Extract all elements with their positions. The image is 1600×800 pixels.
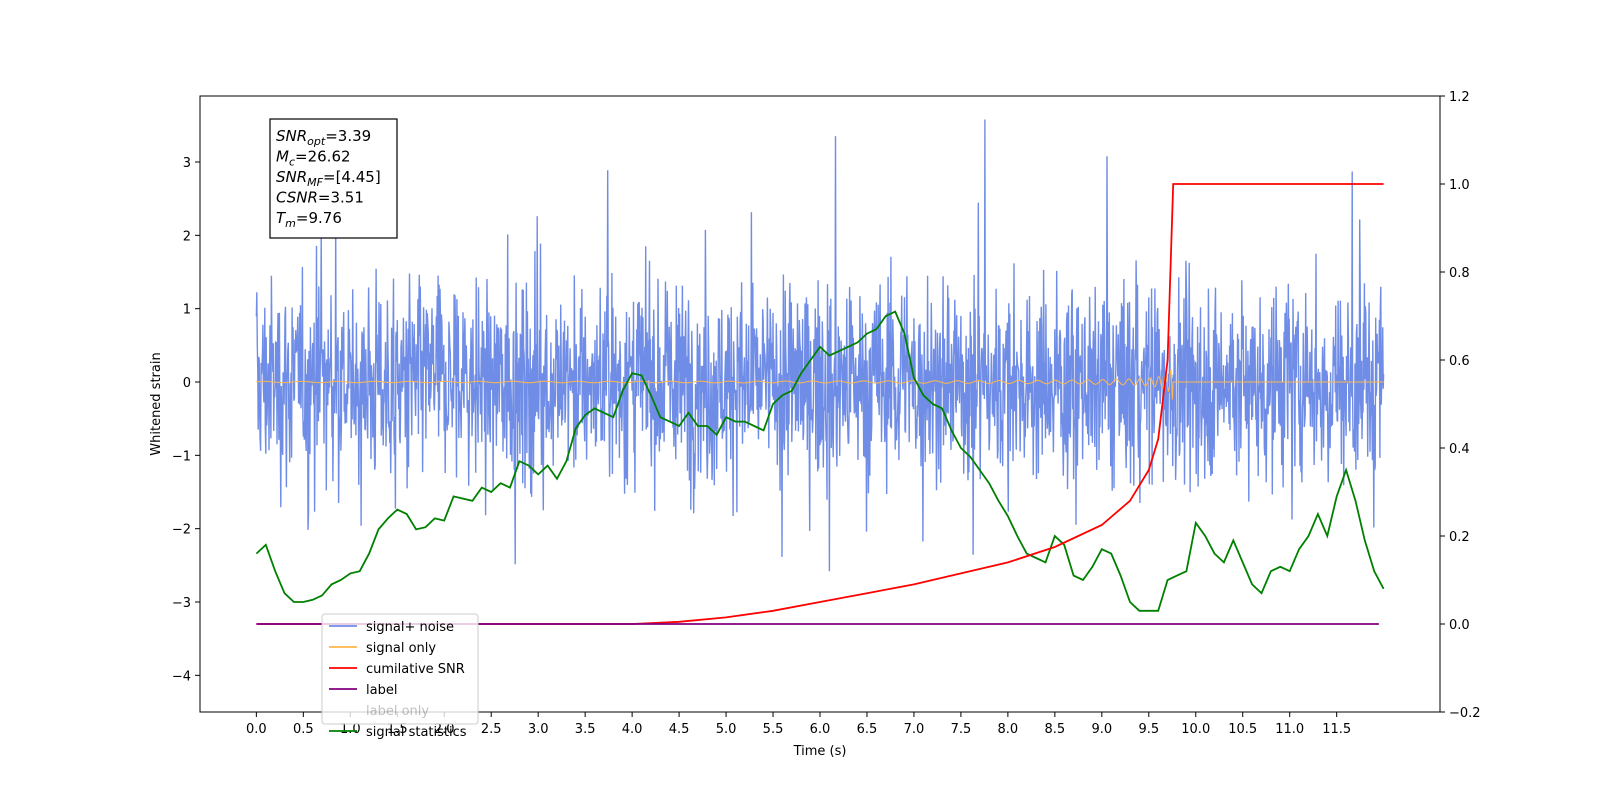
x-tick-label: 6.5 <box>857 722 878 737</box>
legend-entry-label: signal+ noise <box>366 620 454 635</box>
x-tick-label: 4.0 <box>622 722 643 737</box>
signal-statistics-line <box>255 310 1385 612</box>
y-right-tick-label: 0.6 <box>1449 354 1470 369</box>
x-tick-label: 2.0 <box>434 722 455 737</box>
cumulative-snr-series <box>256 183 1384 625</box>
x-tick-label: 4.5 <box>669 722 690 737</box>
signal-only-line <box>256 369 1384 400</box>
x-tick-label: 8.5 <box>1045 722 1066 737</box>
y-tick-label: 0 <box>183 376 191 391</box>
y-tick-label: −4 <box>172 669 191 684</box>
x-tick-label: 11.0 <box>1275 722 1304 737</box>
y-right-tick-label: 0.2 <box>1449 530 1470 545</box>
signal-only-series <box>256 369 1384 400</box>
y-right-tick-label: 1.0 <box>1449 178 1470 193</box>
y-tick-label: −3 <box>172 596 191 611</box>
x-tick-label: 10.0 <box>1181 722 1210 737</box>
x-tick-label: 8.0 <box>998 722 1019 737</box>
legend-entry-label: signal statistics <box>366 725 467 740</box>
x-tick-label: 1.0 <box>340 722 361 737</box>
x-tick-label: 7.0 <box>904 722 925 737</box>
x-tick-label: 3.5 <box>575 722 596 737</box>
x-tick-label: 5.5 <box>763 722 784 737</box>
legend-entry-label: label only <box>366 704 429 719</box>
legend-frame <box>321 613 479 725</box>
x-tick-label: 2.5 <box>481 722 502 737</box>
y-tick-label: 2 <box>183 229 191 244</box>
y-tick-label: −1 <box>172 449 191 464</box>
x-tick-label: 1.5 <box>387 722 408 737</box>
cumulative-snr-line <box>256 183 1384 625</box>
y-right-tick-label: 0.8 <box>1449 266 1470 281</box>
y-axis-ticks: 3 2 1 0 −1 −2 −3 −4 <box>172 156 200 684</box>
y-right-tick-label: −0.2 <box>1449 706 1481 721</box>
x-tick-label: 3.0 <box>528 722 549 737</box>
x-tick-label: 9.0 <box>1091 722 1112 737</box>
signal-noise-series <box>255 119 1385 572</box>
legend-entry-label: signal only <box>366 641 436 656</box>
legend-entry-label: label <box>366 683 397 698</box>
x-tick-label: 5.0 <box>716 722 737 737</box>
x-tick-label: 9.5 <box>1138 722 1159 737</box>
y-right-tick-label: 1.2 <box>1449 90 1470 105</box>
legend-entry-label: cumilative SNR <box>366 662 465 677</box>
annotation-line: SNRopt=3.39 <box>276 127 371 148</box>
x-axis-ticks: 0.0 0.5 1.0 1.5 2.0 2.5 3.0 3.5 4.0 4.5 5.0 5.5 6.0 6… <box>246 712 1351 737</box>
y-right-tick-label: 0.0 <box>1449 618 1470 633</box>
x-tick-label: 0.0 <box>246 722 267 737</box>
x-tick-label: 0.5 <box>293 722 314 737</box>
signal-noise-line <box>255 119 1385 572</box>
annotation-line: Tm=9.76 <box>276 209 342 230</box>
signal-statistics-series <box>255 310 1385 612</box>
x-tick-label: 7.5 <box>951 722 972 737</box>
x-tick-label: 11.5 <box>1322 722 1351 737</box>
y-right-axis-ticks: 1.2 1.0 0.8 0.6 0.4 0.2 0.0 −0.2 <box>1440 90 1481 721</box>
legend: signal+ noise signal only cumilative SNR la… <box>321 613 479 740</box>
annotation-line: SNRMF=[4.45] <box>276 168 381 189</box>
annotation-line: Mc=26.62 <box>276 148 351 169</box>
x-axis-label: Time (s) <box>793 744 847 759</box>
annotation-frame <box>269 118 398 239</box>
y-right-tick-label: 0.4 <box>1449 442 1470 457</box>
y-tick-label: 1 <box>183 303 191 318</box>
y-tick-label: 3 <box>183 156 191 171</box>
stats-annotation-box: SNRopt=3.39Mc=26.62SNRMF=[4.45]CSNR=3.51… <box>269 118 398 239</box>
y-axis-label: Whitened strain <box>149 352 164 455</box>
x-tick-label: 10.5 <box>1228 722 1257 737</box>
y-tick-label: −2 <box>172 523 191 538</box>
x-tick-label: 6.0 <box>810 722 831 737</box>
annotation-line: CSNR=3.51 <box>276 189 364 207</box>
